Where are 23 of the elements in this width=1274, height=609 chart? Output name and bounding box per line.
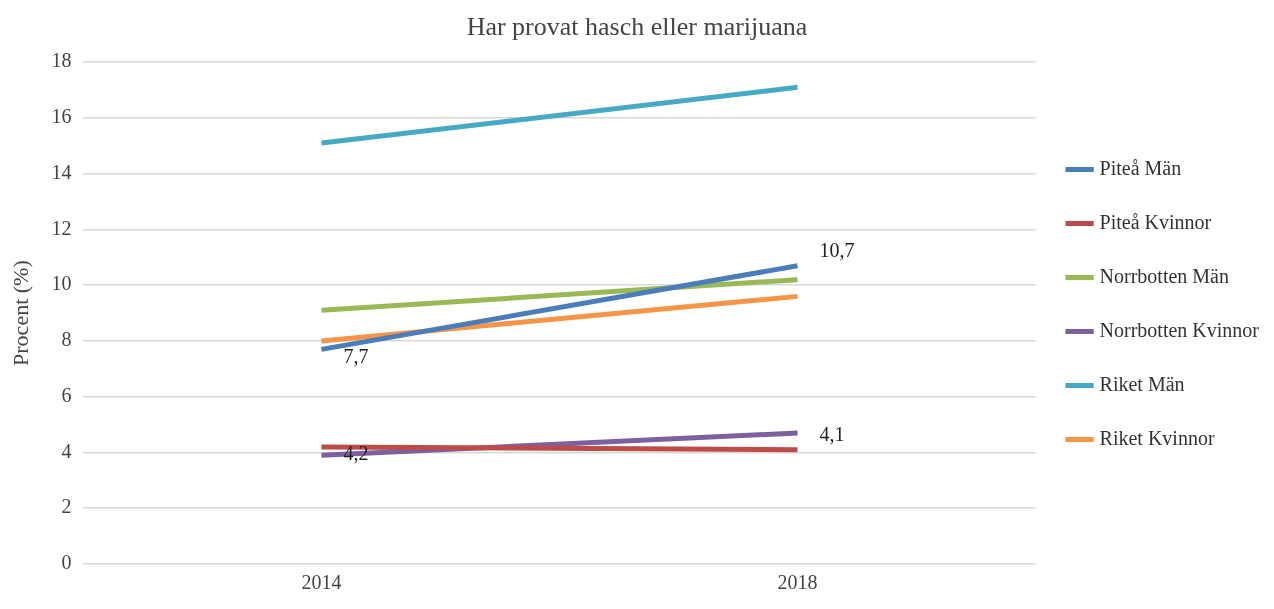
legend-label: Riket Män [1099, 372, 1185, 395]
y-tick-label: 2 [61, 495, 72, 518]
chart-title: Har provat hasch eller marijuana [466, 12, 808, 42]
x-tick-label: 2018 [777, 571, 818, 594]
data-label: 4,1 [819, 422, 845, 445]
legend-label: Riket Kvinnor [1099, 426, 1215, 449]
y-tick-label: 0 [61, 551, 72, 574]
x-tick-label: 2014 [301, 571, 342, 594]
data-label: 7,7 [343, 344, 369, 367]
data-label: 10,7 [819, 238, 855, 261]
legend-label: Norrbotten Män [1099, 264, 1230, 287]
y-tick-label: 10 [51, 272, 72, 295]
y-tick-label: 18 [51, 49, 72, 72]
y-tick-label: 14 [51, 160, 72, 183]
y-axis-title: Procent (%) [7, 260, 33, 366]
y-tick-label: 8 [61, 328, 72, 351]
legend-label: Piteå Kvinnor [1099, 210, 1212, 233]
legend-label: Piteå Män [1099, 156, 1182, 179]
y-tick-label: 16 [51, 105, 72, 128]
y-tick-label: 6 [61, 383, 72, 406]
y-tick-label: 4 [61, 439, 72, 462]
legend-label: Norrbotten Kvinnor [1099, 318, 1260, 341]
y-tick-label: 12 [51, 216, 72, 239]
